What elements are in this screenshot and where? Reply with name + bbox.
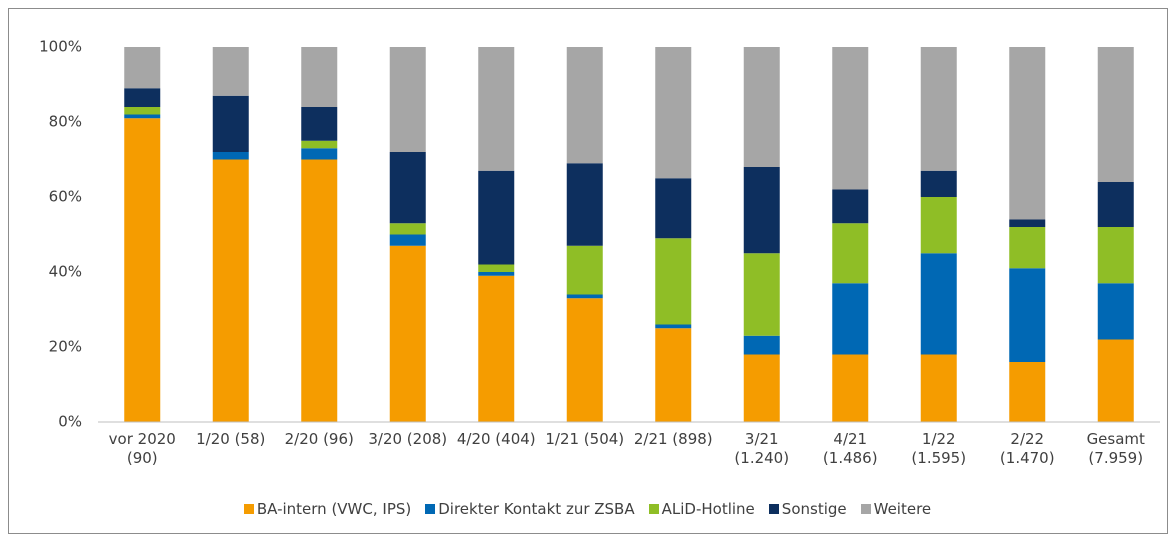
- legend-label: Direkter Kontakt zur ZSBA: [438, 500, 635, 518]
- y-tick-label: 60%: [49, 188, 82, 206]
- legend-item: Sonstige: [768, 500, 847, 518]
- bar-segment: [212, 159, 249, 422]
- legend-swatch: [425, 504, 436, 514]
- frame: [8, 8, 1168, 534]
- bar-segment: [124, 114, 161, 119]
- bar-segment: [478, 272, 515, 276]
- x-tick-label: 3/20 (208): [368, 430, 448, 448]
- legend-item: ALiD-Hotline: [648, 500, 755, 518]
- bar-segment: [1097, 47, 1134, 182]
- legend-label: Weitere: [873, 500, 932, 518]
- bar-segment: [1009, 227, 1046, 269]
- bar-segment: [1009, 219, 1046, 227]
- bar-segment: [920, 197, 957, 254]
- bar-segment: [212, 152, 249, 160]
- bar-segment: [389, 152, 426, 224]
- bar-segment: [920, 170, 957, 197]
- bar-segment: [1009, 47, 1046, 220]
- bar-segment: [743, 253, 780, 336]
- legend-swatch: [648, 504, 659, 514]
- legend-swatch: [768, 504, 779, 514]
- bar-segment: [478, 275, 515, 422]
- bar-segment: [124, 47, 161, 89]
- bar-segment: [1097, 227, 1134, 284]
- bar-segment: [566, 245, 603, 295]
- bar-segment: [212, 95, 249, 152]
- legend-item: BA-intern (VWC, IPS): [243, 500, 412, 518]
- legend-item: Direkter Kontakt zur ZSBA: [425, 500, 635, 518]
- bar-segment: [124, 118, 161, 422]
- x-tick-label: Gesamt (7.959): [1086, 430, 1145, 467]
- bar-segment: [655, 324, 692, 329]
- legend-label: ALiD-Hotline: [661, 500, 755, 518]
- bar-segment: [301, 140, 338, 149]
- bar-segment: [743, 354, 780, 422]
- bar-segment: [655, 238, 692, 325]
- bar-segment: [212, 47, 249, 96]
- legend-label: Sonstige: [781, 500, 847, 518]
- bar-segment: [920, 354, 957, 422]
- x-tick-label: vor 2020 (90): [108, 430, 176, 467]
- bar-segment: [1097, 283, 1134, 340]
- bar-segment: [478, 170, 515, 265]
- bar-segment: [832, 223, 869, 284]
- bar-segment: [301, 47, 338, 107]
- x-tick-label: 1/20 (58): [196, 430, 266, 448]
- x-tick-label: 2/21 (898): [633, 430, 713, 448]
- bar-segment: [1097, 339, 1134, 422]
- bar-segment: [743, 47, 780, 167]
- bar-segment: [920, 253, 957, 355]
- x-tick-label: 4/20 (404): [456, 430, 536, 448]
- bar-segment: [1009, 362, 1046, 422]
- bar-segment: [389, 245, 426, 422]
- bar-segment: [1009, 268, 1046, 362]
- bar-segment: [655, 328, 692, 422]
- bar-segment: [743, 335, 780, 355]
- bar-segment: [478, 47, 515, 171]
- bar-segment: [832, 189, 869, 224]
- x-tick-label: 2/22 (1.470): [999, 430, 1055, 467]
- bar-segment: [832, 283, 869, 355]
- bar-segment: [478, 264, 515, 272]
- y-tick-label: 80%: [49, 113, 82, 131]
- legend-label: BA-intern (VWC, IPS): [256, 500, 412, 518]
- bar-segment: [1097, 182, 1134, 227]
- x-tick-label: 4/21 (1.486): [822, 430, 878, 467]
- bar-segment: [301, 159, 338, 422]
- x-tick-label: 1/21 (504): [545, 430, 625, 448]
- bar-segment: [124, 88, 161, 107]
- bar-segment: [389, 47, 426, 152]
- bar-segment: [389, 223, 426, 235]
- bar-segment: [566, 298, 603, 422]
- legend: BA-intern (VWC, IPS) Direkter Kontakt zur…: [0, 500, 1175, 518]
- bar-segment: [301, 107, 338, 141]
- bar-segment: [655, 178, 692, 239]
- bar-segment: [832, 47, 869, 190]
- y-tick-label: 40%: [49, 263, 82, 281]
- y-tick-label: 100%: [39, 38, 82, 56]
- bar-segment: [655, 47, 692, 179]
- bar-segment: [301, 148, 338, 160]
- bar-segment: [920, 47, 957, 171]
- y-tick-label: 0%: [58, 413, 82, 431]
- bar-segment: [389, 234, 426, 246]
- x-tick-label: 2/20 (96): [284, 430, 354, 448]
- bar-segment: [566, 47, 603, 164]
- legend-swatch: [860, 504, 871, 514]
- legend-item: Weitere: [860, 500, 932, 518]
- x-tick-label: 1/22 (1.595): [911, 430, 967, 467]
- y-tick-label: 20%: [49, 338, 82, 356]
- x-tick-label: 3/21 (1.240): [734, 430, 790, 467]
- legend-swatch: [243, 504, 254, 514]
- bar-segment: [124, 107, 161, 115]
- bar-segment: [566, 163, 603, 246]
- bar-segment: [743, 167, 780, 254]
- bar-segment: [566, 294, 603, 299]
- bar-segment: [832, 354, 869, 422]
